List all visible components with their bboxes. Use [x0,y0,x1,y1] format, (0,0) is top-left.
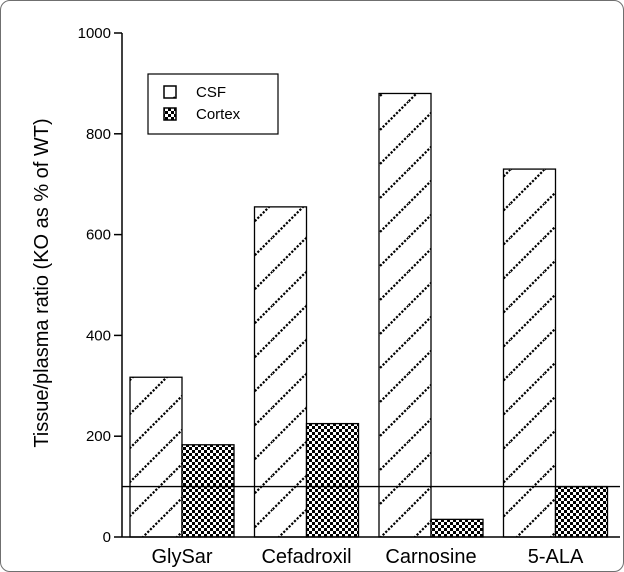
y-axis: 0 200 400 600 800 1000 [78,25,123,546]
legend-swatch-csf [163,85,177,99]
bar-csf-glysar [129,376,183,538]
x-category-label: 5-ALA [528,546,584,568]
x-category-label: Carnosine [385,546,476,568]
y-tick-label: 800 [86,126,111,143]
y-tick-label: 200 [86,428,111,445]
bars [129,92,609,538]
y-tick-label: 400 [86,327,111,344]
bar-cortex-cefadroxil [305,422,360,538]
legend-label-cortex: Cortex [196,106,241,123]
x-category-label: GlySar [151,546,212,568]
bar-csf-cefadroxil [253,206,308,538]
y-tick-label: 600 [86,227,111,244]
x-axis: GlySar Cefadroxil Carnosine 5-ALA [122,536,620,568]
bar-cortex-glysar [181,444,235,538]
y-tick-label: 1000 [78,25,111,42]
legend: CSF Cortex [147,73,279,135]
legend-box [147,73,279,135]
bar-csf-carnosine [378,92,432,538]
bar-cortex-carnosine [430,518,484,538]
bar-cortex-5-ala [554,485,609,538]
y-axis-label: Tissue/plasma ratio (KO as % of WT) [31,118,53,447]
bar-csf-5-ala [502,168,557,538]
legend-swatch-cortex [163,107,177,121]
y-tick-label: 0 [103,529,111,546]
x-category-label: Cefadroxil [261,546,351,568]
legend-label-csf: CSF [196,84,226,101]
